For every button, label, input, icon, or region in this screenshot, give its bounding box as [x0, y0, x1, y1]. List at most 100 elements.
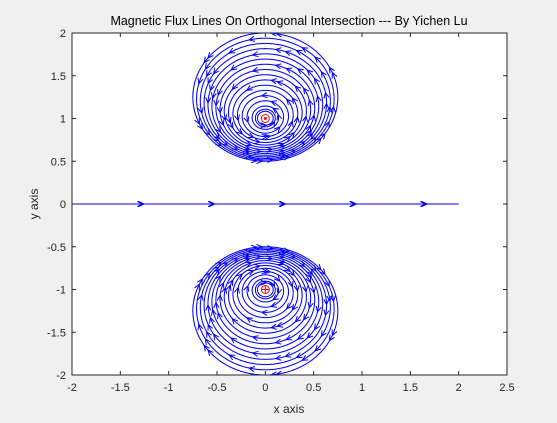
flow-arrow [326, 295, 333, 303]
flow-arrow [289, 149, 297, 156]
source-markers [260, 114, 270, 294]
flow-arrow [210, 92, 217, 100]
flow-arrow [293, 115, 300, 123]
flow-arrow [302, 87, 310, 95]
flux-line [256, 282, 274, 298]
flux-line [237, 89, 294, 141]
flow-arrow [213, 67, 220, 75]
flow-arrow [284, 265, 291, 272]
flow-arrow [251, 157, 258, 164]
flow-arrow [228, 47, 236, 54]
flow-arrow [313, 323, 320, 331]
flow-arrow [305, 124, 312, 132]
flux-line [223, 260, 307, 334]
flow-arrow [269, 120, 276, 128]
flow-arrow [287, 280, 294, 288]
flux-line [254, 108, 276, 128]
flow-arrow [137, 200, 145, 208]
x-tick-label: -2 [67, 382, 77, 394]
flow-arrow [328, 66, 335, 74]
flow-arrow [266, 156, 274, 164]
flow-arrow [247, 269, 255, 276]
flow-arrow [203, 344, 210, 352]
flow-arrow [269, 78, 277, 85]
flow-arrow [197, 77, 204, 85]
flow-arrow [306, 332, 314, 339]
flow-arrow [285, 67, 293, 74]
flow-arrow [207, 77, 214, 85]
flow-arrow [305, 276, 312, 284]
flow-arrow [306, 69, 314, 76]
flow-arrow [261, 133, 269, 140]
flow-arrow [260, 309, 268, 316]
flow-arrow [277, 252, 285, 259]
flow-arrow [326, 105, 333, 113]
flow-arrow [310, 264, 317, 272]
flow-arrow [302, 285, 309, 293]
flow-arrow [315, 137, 322, 145]
flow-arrow [288, 131, 296, 139]
flow-arrow [254, 254, 262, 261]
flow-arrow [301, 47, 309, 53]
flow-arrow [285, 334, 293, 341]
flow-arrow [324, 280, 330, 288]
x-tick-label: -0.5 [208, 382, 227, 394]
flow-arrow [217, 311, 223, 320]
flow-arrow [231, 258, 239, 264]
flow-arrow [231, 83, 239, 91]
flow-arrow [206, 70, 212, 78]
flux-line [196, 247, 335, 371]
flow-arrow [225, 284, 232, 292]
y-tick-label: 1 [60, 114, 66, 126]
flow-arrow [305, 129, 312, 137]
flow-arrow [314, 56, 322, 63]
flow-arrow [215, 126, 222, 134]
flow-arrow [310, 114, 316, 122]
flow-arrow [209, 84, 215, 92]
chart-title: Magnetic Flux Lines On Orthogonal Inters… [110, 14, 467, 28]
flow-arrow [208, 200, 216, 208]
y-tick-label: 0.5 [51, 156, 66, 168]
flow-arrow [274, 63, 282, 70]
flow-arrow [274, 125, 281, 133]
flow-arrow [277, 259, 285, 266]
flow-arrow [213, 301, 220, 309]
y-tick-label: 2 [60, 28, 66, 40]
flow-arrow [253, 263, 261, 270]
flow-arrow [266, 255, 274, 262]
flow-arrow [213, 99, 220, 107]
flow-arrow [204, 337, 211, 345]
flux-line [228, 79, 303, 146]
flow-arrow [294, 85, 302, 93]
flow-arrow [307, 98, 314, 107]
flow-arrow [245, 248, 253, 255]
flow-arrow [302, 313, 310, 321]
flow-arrow [236, 128, 244, 135]
flow-arrow [230, 64, 238, 71]
y-tick-label: -0.5 [47, 242, 66, 254]
y-tick-label: 0 [60, 199, 66, 211]
flow-arrow [275, 370, 282, 375]
flow-arrow [212, 266, 220, 273]
flow-arrow [274, 354, 282, 361]
flux-line [223, 74, 307, 148]
flow-arrow [236, 273, 244, 280]
flow-arrow [307, 301, 314, 310]
flow-arrow [272, 107, 279, 114]
flux-line [246, 100, 285, 134]
flow-arrow [245, 261, 253, 268]
flow-arrow [228, 354, 236, 361]
flow-arrow [205, 303, 212, 311]
flow-arrow [245, 317, 253, 323]
flow-arrow [295, 50, 303, 56]
flow-arrow [284, 136, 291, 143]
current-out-dot [263, 117, 267, 120]
flow-arrow [227, 121, 234, 129]
flow-arrow [314, 345, 322, 352]
flow-arrow [231, 317, 239, 325]
flow-arrow [274, 47, 282, 54]
x-tick-label: 0 [262, 382, 268, 394]
flow-arrow [207, 51, 214, 59]
x-axis-label: x axis [274, 402, 305, 416]
x-tick-label: 2 [456, 382, 462, 394]
